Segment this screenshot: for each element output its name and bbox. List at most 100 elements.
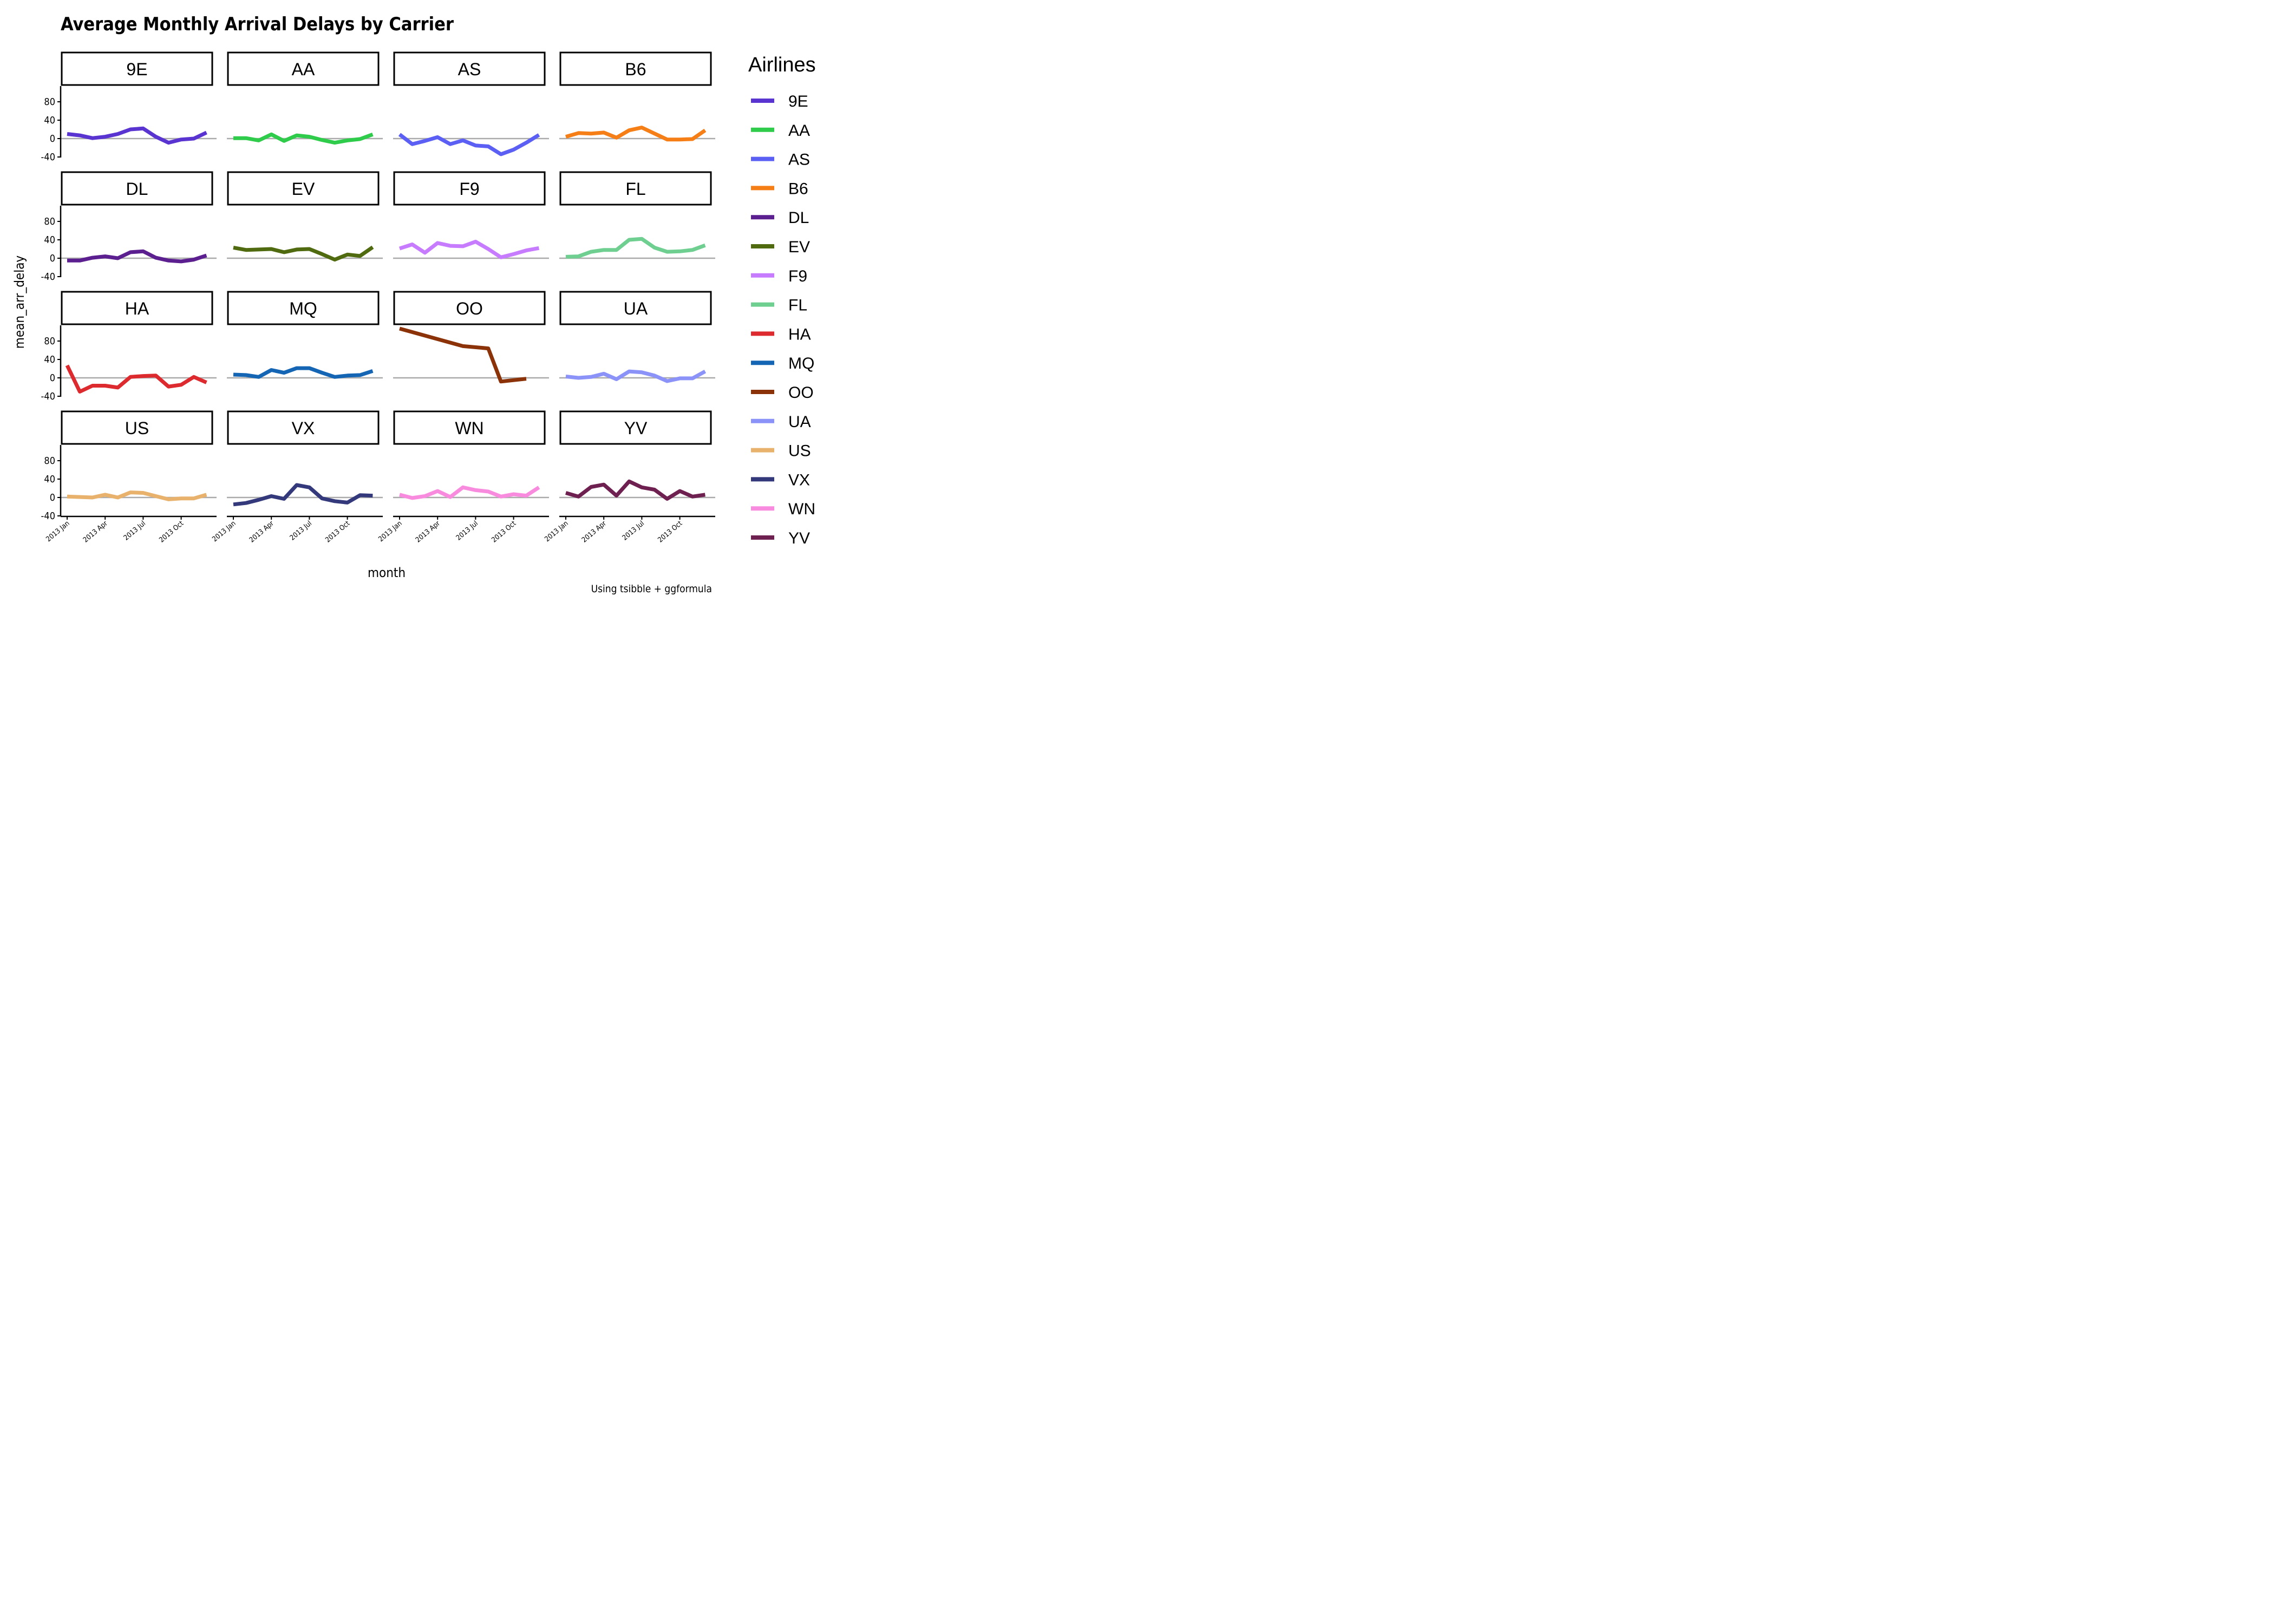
facet-panel-EV: EV: [227, 171, 383, 262]
y-tick-label: 0: [50, 372, 55, 384]
y-tick-label: 80: [44, 336, 55, 347]
facet-panels: 9E 80 40 0 -40 AA AS B6 DL 80 40 0 -40 EV F9 FL HA 80 40 0 -…: [41, 51, 715, 545]
legend-label-UA: UA: [788, 413, 811, 431]
facet-strip-label: MQ: [289, 299, 317, 318]
facet-strip: [61, 291, 213, 325]
x-tick-label: 2013 Apr: [248, 519, 276, 544]
legend-label-FL: FL: [788, 297, 807, 315]
legend-label-MQ: MQ: [788, 355, 814, 372]
y-tick-label: -40: [41, 152, 55, 163]
x-tick-label: 2013 Jul: [621, 520, 646, 542]
y-tick-label: -40: [41, 391, 55, 402]
series-line-HA: [65, 364, 207, 394]
series-line-AS: [398, 133, 540, 156]
facet-strip-label: YV: [624, 418, 648, 438]
facet-strip: [227, 410, 380, 445]
facet-strip-label: AA: [292, 60, 315, 79]
x-tick-label: 2013 Jan: [377, 520, 403, 544]
x-tick-label: 2013 Apr: [414, 519, 442, 544]
facet-panel-AS: AS: [393, 51, 549, 156]
series-line-MQ: [233, 366, 374, 379]
y-tick-label: 40: [44, 115, 55, 126]
legend-title: Airlines: [748, 54, 816, 76]
series-line-FL: [565, 237, 706, 259]
x-axis-title: month: [368, 565, 406, 580]
series-line-WN: [399, 485, 540, 500]
series-line-UA: [565, 369, 707, 383]
facet-strip-label: US: [125, 418, 149, 438]
series-line-B6: [565, 126, 707, 142]
facet-strip: [227, 171, 380, 206]
facet-panel-MQ: MQ: [227, 291, 383, 379]
x-tick-label: 2013 Oct: [324, 519, 351, 544]
x-tick-label: 2013 Jul: [289, 520, 313, 542]
facet-strip-label: FL: [625, 179, 645, 199]
x-tick-label: 2013 Jan: [543, 520, 570, 544]
facet-strip: [559, 171, 712, 206]
facet-panel-OO: OO: [393, 291, 549, 384]
facet-panel-F9: F9: [393, 171, 549, 259]
y-tick-label: 0: [50, 133, 55, 145]
facet-strip: [61, 410, 213, 445]
facet-strip: [559, 51, 712, 86]
x-tick-label: 2013 Oct: [158, 519, 185, 544]
series-line-DL: [67, 249, 207, 264]
facet-panel-UA: UA: [559, 291, 715, 383]
legend-label-US: US: [788, 442, 811, 460]
facet-strip-label: WN: [455, 418, 483, 438]
series-line-US: [67, 490, 207, 501]
series-line-EV: [233, 245, 374, 262]
series-line-OO: [399, 326, 527, 384]
facet-panel-B6: B6: [559, 51, 715, 142]
facet-panel-WN: WN 2013 Jan 2013 Apr 2013 Jul 2013 Oct: [377, 410, 549, 545]
facet-strip: [559, 291, 712, 325]
series-line-AA: [233, 132, 374, 145]
y-tick-label: 40: [44, 234, 55, 246]
legend-label-VX: VX: [788, 471, 810, 489]
facet-strip-label: HA: [125, 299, 149, 318]
facet-strip-label: 9E: [126, 60, 147, 79]
chart-title: Average Monthly Arrival Delays by Carrie…: [61, 14, 454, 35]
facet-strip: [393, 171, 546, 206]
series-line-9E: [67, 126, 207, 145]
legend-label-DL: DL: [788, 209, 809, 227]
legend-label-B6: B6: [788, 180, 808, 198]
y-tick-label: -40: [41, 510, 55, 522]
y-tick-label: 40: [44, 474, 55, 485]
facet-panel-HA: HA 80 40 0 -40: [41, 291, 217, 402]
y-tick-label: 80: [44, 455, 55, 467]
x-tick-label: 2013 Apr: [82, 519, 109, 544]
y-tick-label: 40: [44, 354, 55, 365]
facet-panel-DL: DL 80 40 0 -40: [41, 171, 217, 283]
x-tick-label: 2013 Jul: [455, 520, 480, 542]
facet-strip: [61, 171, 213, 206]
y-tick-label: -40: [41, 271, 55, 283]
x-tick-label: 2013 Oct: [490, 519, 518, 544]
x-tick-label: 2013 Jan: [211, 520, 237, 544]
facet-strip: [393, 291, 546, 325]
facet-strip-label: DL: [126, 179, 148, 199]
facet-strip-label: VX: [292, 418, 315, 438]
legend-label-EV: EV: [788, 238, 810, 256]
legend-label-AA: AA: [788, 122, 810, 140]
facet-strip-label: OO: [456, 299, 483, 318]
facet-strip: [61, 51, 213, 86]
legend: 9E AA AS B6 DL EV F9 FL HA MQ OO UA US VX WN YV: [751, 93, 815, 547]
y-axis-title: mean_arr_delay: [12, 256, 27, 349]
y-tick-label: 80: [44, 96, 55, 108]
x-tick-label: 2013 Jul: [122, 520, 147, 542]
caption: Using tsibble + ggformula: [591, 583, 712, 595]
legend-label-9E: 9E: [788, 93, 808, 110]
facet-strip: [559, 410, 712, 445]
x-tick-label: 2013 Oct: [656, 519, 684, 544]
x-tick-label: 2013 Jan: [44, 520, 71, 544]
y-tick-label: 0: [50, 492, 55, 503]
y-tick-label: 0: [50, 253, 55, 264]
faceted-line-chart: Average Monthly Arrival Delays by Carrie…: [12, 14, 816, 595]
series-line-VX: [233, 483, 373, 507]
legend-label-F9: F9: [788, 267, 807, 285]
facet-strip: [227, 51, 380, 86]
facet-strip: [393, 51, 546, 86]
legend-label-AS: AS: [788, 151, 810, 169]
